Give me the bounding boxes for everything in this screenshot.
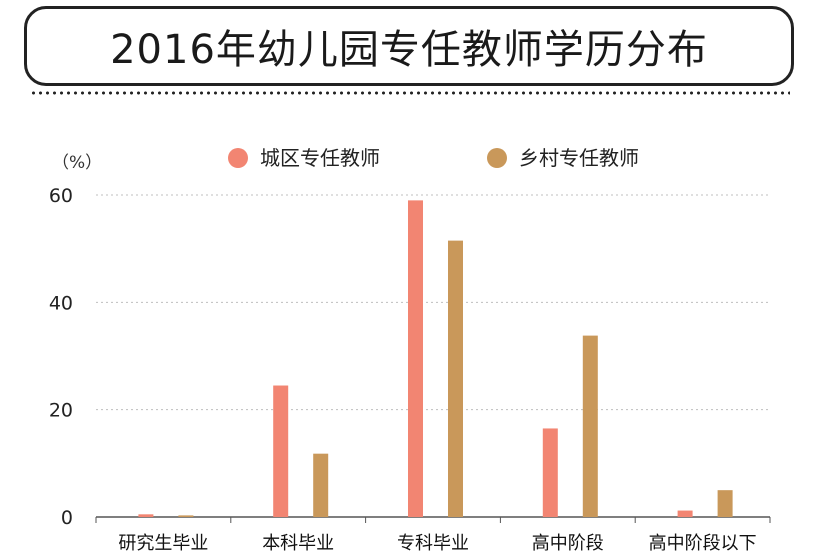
legend-marker (487, 148, 507, 168)
legend-marker (228, 148, 248, 168)
x-tick-label: 高中阶段 (532, 533, 604, 554)
y-tick-label: 40 (49, 292, 73, 314)
bar-rural (717, 490, 733, 517)
bar-urban (677, 510, 693, 517)
x-tick-label: 本科毕业 (262, 533, 334, 554)
y-axis-unit: （%） (52, 153, 102, 173)
x-tick-label: 研究生毕业 (118, 533, 208, 554)
bar-rural (178, 515, 194, 517)
legend-label: 城区专任教师 (260, 146, 380, 170)
x-tick-label: 高中阶段以下 (649, 533, 757, 554)
x-tick-label: 专科毕业 (397, 533, 469, 554)
bar-rural (313, 453, 329, 517)
bar-rural (448, 240, 463, 517)
bar-urban (542, 428, 558, 517)
y-tick-label: 60 (49, 185, 73, 207)
title-box: 2016年幼儿园专任教师学历分布 (24, 6, 794, 86)
legend-label: 乡村专任教师 (519, 146, 639, 170)
y-tick-label: 0 (61, 507, 73, 529)
bar-urban (408, 200, 423, 517)
bar-urban (273, 385, 289, 517)
bar-urban (138, 514, 154, 517)
dotted-border-decoration (30, 90, 790, 96)
bar-rural (582, 335, 598, 517)
y-tick-label: 20 (49, 400, 73, 422)
chart-title: 2016年幼儿园专任教师学历分布 (110, 27, 708, 73)
